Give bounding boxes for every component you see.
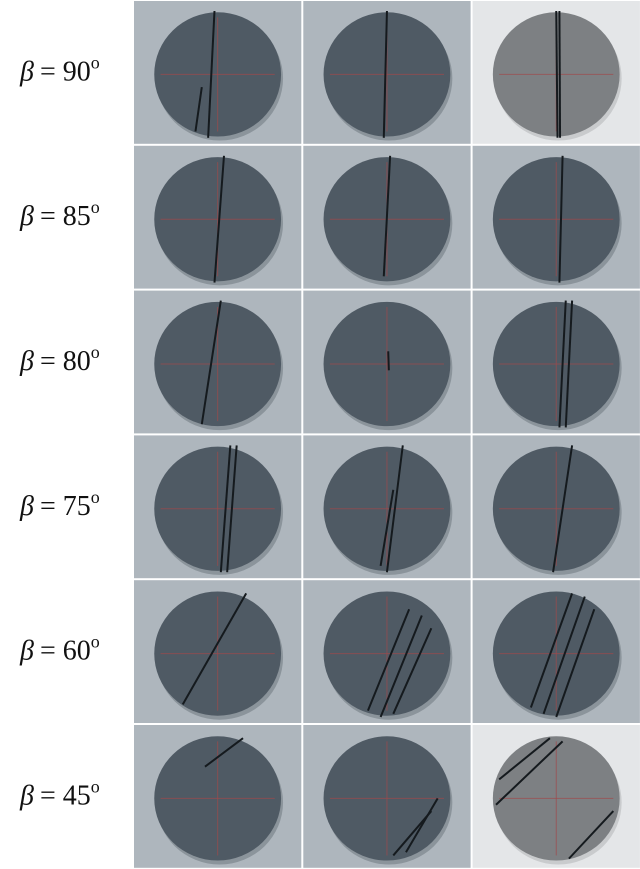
angle-text: = 45 (40, 781, 91, 812)
photo (473, 291, 640, 434)
row-label: β= 45o (19, 777, 100, 812)
beta-symbol: β (19, 491, 34, 522)
photo (303, 435, 470, 578)
row-label: β= 75o (19, 487, 100, 522)
beta-symbol: β (19, 202, 34, 233)
photo (303, 146, 470, 289)
crack (559, 11, 560, 138)
photo (134, 291, 301, 434)
photo (303, 580, 470, 723)
angle-text: = 75 (40, 491, 91, 522)
row-label: β= 85o (19, 197, 100, 232)
degree-mark: o (91, 487, 100, 507)
degree-mark: o (91, 777, 100, 797)
degree-mark: o (91, 342, 100, 362)
photo (473, 725, 640, 868)
angle-text: = 60 (40, 636, 91, 667)
row-label: β= 80o (19, 342, 100, 377)
photo (134, 435, 301, 578)
photo (473, 435, 640, 578)
photo (473, 1, 640, 144)
photo (303, 1, 470, 144)
photo (303, 725, 470, 868)
figure: β= 90oβ= 85oβ= 80oβ= 75oβ= 60oβ= 45o (0, 0, 640, 869)
photo (134, 146, 301, 289)
angle-text: = 90 (40, 57, 91, 88)
row-label: β= 60o (19, 632, 100, 667)
beta-symbol: β (19, 346, 34, 377)
crack (556, 11, 557, 138)
degree-mark: o (91, 53, 100, 73)
photo (473, 580, 640, 723)
row-label: β= 90o (19, 53, 100, 88)
photo (134, 1, 301, 144)
degree-mark: o (91, 197, 100, 217)
beta-symbol: β (19, 781, 34, 812)
degree-mark: o (91, 632, 100, 652)
angle-text: = 80 (40, 346, 91, 377)
beta-symbol: β (19, 636, 34, 667)
beta-symbol: β (19, 57, 34, 88)
photo (134, 580, 301, 723)
photo (134, 725, 301, 868)
crack (388, 351, 389, 370)
angle-text: = 85 (40, 202, 91, 233)
photo (303, 291, 470, 434)
photo (473, 146, 640, 289)
